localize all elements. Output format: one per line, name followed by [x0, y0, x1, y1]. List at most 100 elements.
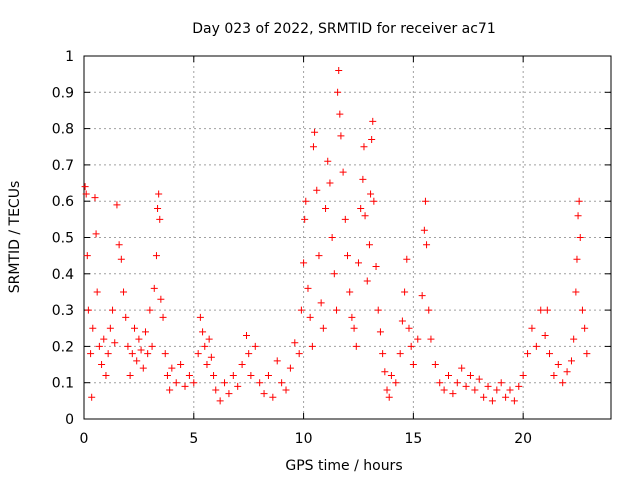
data-point: [336, 110, 344, 118]
data-point: [374, 306, 382, 314]
data-point: [396, 350, 404, 358]
data-point: [163, 371, 171, 379]
data-point: [159, 313, 167, 321]
data-point: [330, 270, 338, 278]
data-point: [102, 371, 110, 379]
data-point: [106, 324, 114, 332]
data-point: [573, 255, 581, 263]
data-point: [405, 324, 413, 332]
data-point: [225, 390, 233, 398]
data-point: [89, 324, 97, 332]
x-tick-label: 0: [80, 431, 89, 447]
y-tick-label: 0.5: [52, 231, 74, 247]
data-point: [471, 386, 479, 394]
data-point: [359, 175, 367, 183]
data-point: [245, 350, 253, 358]
data-point: [234, 382, 242, 390]
data-point: [475, 375, 483, 383]
data-point: [168, 364, 176, 372]
data-point: [370, 197, 378, 205]
y-axis-label: SRMTID / TECUs: [7, 181, 23, 294]
data-point: [172, 379, 180, 387]
grid: [84, 56, 611, 419]
data-point: [466, 371, 474, 379]
data-point: [104, 350, 112, 358]
data-point: [578, 306, 586, 314]
data-point: [480, 393, 488, 401]
data-point: [256, 379, 264, 387]
data-point: [497, 379, 505, 387]
data-point: [302, 197, 310, 205]
data-point: [575, 197, 583, 205]
data-point: [88, 393, 96, 401]
data-point: [570, 335, 578, 343]
data-point: [128, 350, 136, 358]
data-point: [333, 306, 341, 314]
data-point: [269, 393, 277, 401]
data-point: [409, 361, 417, 369]
data-point: [326, 179, 334, 187]
data-point: [242, 332, 250, 340]
data-point: [210, 371, 218, 379]
data-point: [352, 342, 360, 350]
data-point: [317, 299, 325, 307]
data-point: [229, 371, 237, 379]
data-point: [185, 371, 193, 379]
y-tick-label: 0.1: [52, 376, 74, 392]
data-point: [567, 357, 575, 365]
data-point: [297, 306, 305, 314]
data-point: [458, 364, 466, 372]
data-point: [372, 263, 380, 271]
data-point: [199, 328, 207, 336]
data-point: [205, 335, 213, 343]
data-point: [462, 382, 470, 390]
data-point: [414, 335, 422, 343]
data-point: [449, 390, 457, 398]
data-point: [407, 342, 415, 350]
data-point: [436, 379, 444, 387]
data-point: [354, 259, 362, 267]
chart-title: Day 023 of 2022, SRMTID for receiver ac7…: [192, 21, 496, 37]
data-point: [369, 117, 377, 125]
data-point: [346, 288, 354, 296]
data-point: [502, 393, 510, 401]
data-point: [154, 204, 162, 212]
data-point: [546, 350, 554, 358]
data-point: [81, 183, 89, 191]
data-point: [122, 313, 130, 321]
y-tick-label: 0.3: [52, 303, 74, 319]
data-point: [181, 382, 189, 390]
data-point: [341, 215, 349, 223]
data-point: [528, 324, 536, 332]
data-point: [139, 364, 147, 372]
data-point: [150, 284, 158, 292]
y-tick-label: 0.9: [52, 85, 74, 101]
data-point: [190, 379, 198, 387]
data-point: [152, 252, 160, 260]
data-point: [124, 342, 132, 350]
data-point: [282, 386, 290, 394]
data-point: [506, 386, 514, 394]
data-point: [357, 204, 365, 212]
data-point: [194, 350, 202, 358]
data-point: [554, 361, 562, 369]
data-point: [493, 386, 501, 394]
data-point: [334, 88, 342, 96]
data-point: [155, 190, 163, 198]
data-point: [421, 197, 429, 205]
data-point: [379, 350, 387, 358]
data-point: [385, 393, 393, 401]
data-point: [135, 335, 143, 343]
data-point: [367, 190, 375, 198]
data-point: [344, 252, 351, 260]
data-point: [328, 234, 336, 241]
data-point: [537, 306, 545, 314]
data-point: [251, 342, 259, 350]
data-point: [148, 342, 156, 350]
data-point: [381, 368, 389, 376]
data-point: [423, 241, 431, 249]
data-point: [335, 67, 343, 75]
data-point: [308, 342, 316, 350]
y-tick-label: 0.6: [52, 194, 74, 210]
